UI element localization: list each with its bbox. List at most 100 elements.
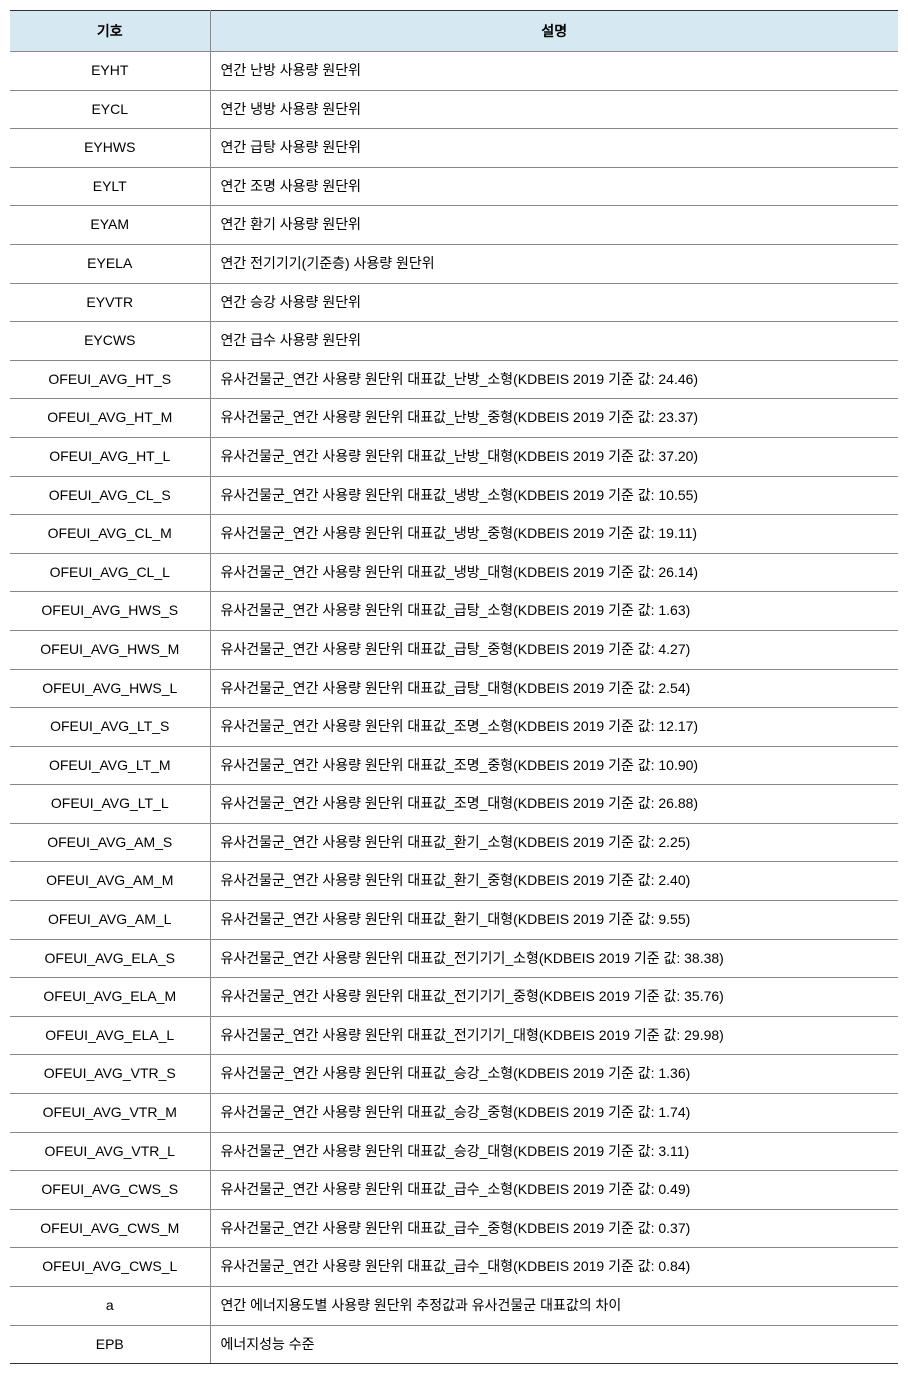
table-row: OFEUI_AVG_HT_L유사건물군_연간 사용량 원단위 대표값_난방_대형…	[10, 437, 898, 476]
cell-description: 연간 급수 사용량 원단위	[210, 322, 898, 361]
header-row: 기호 설명	[10, 11, 898, 52]
cell-symbol: OFEUI_AVG_ELA_M	[10, 978, 210, 1017]
table-row: OFEUI_AVG_CL_M유사건물군_연간 사용량 원단위 대표값_냉방_중형…	[10, 515, 898, 554]
cell-description: 연간 냉방 사용량 원단위	[210, 90, 898, 129]
cell-symbol: OFEUI_AVG_VTR_M	[10, 1094, 210, 1133]
cell-symbol: a	[10, 1287, 210, 1326]
cell-description: 유사건물군_연간 사용량 원단위 대표값_환기_대형(KDBEIS 2019 기…	[210, 901, 898, 940]
table-row: EYAM연간 환기 사용량 원단위	[10, 206, 898, 245]
table-row: OFEUI_AVG_ELA_L유사건물군_연간 사용량 원단위 대표값_전기기기…	[10, 1016, 898, 1055]
header-description: 설명	[210, 11, 898, 52]
table-row: EYHWS연간 급탕 사용량 원단위	[10, 129, 898, 168]
cell-symbol: OFEUI_AVG_CL_S	[10, 476, 210, 515]
table-row: EYVTR연간 승강 사용량 원단위	[10, 283, 898, 322]
cell-description: 연간 조명 사용량 원단위	[210, 167, 898, 206]
cell-description: 유사건물군_연간 사용량 원단위 대표값_조명_소형(KDBEIS 2019 기…	[210, 708, 898, 747]
table-row: OFEUI_AVG_ELA_M유사건물군_연간 사용량 원단위 대표값_전기기기…	[10, 978, 898, 1017]
table-row: OFEUI_AVG_CL_L유사건물군_연간 사용량 원단위 대표값_냉방_대형…	[10, 553, 898, 592]
cell-symbol: OFEUI_AVG_ELA_L	[10, 1016, 210, 1055]
cell-symbol: OFEUI_AVG_VTR_L	[10, 1132, 210, 1171]
table-row: OFEUI_AVG_LT_L유사건물군_연간 사용량 원단위 대표값_조명_대형…	[10, 785, 898, 824]
cell-description: 유사건물군_연간 사용량 원단위 대표값_급탕_중형(KDBEIS 2019 기…	[210, 630, 898, 669]
cell-symbol: OFEUI_AVG_HWS_S	[10, 592, 210, 631]
cell-description: 유사건물군_연간 사용량 원단위 대표값_조명_중형(KDBEIS 2019 기…	[210, 746, 898, 785]
cell-description: 유사건물군_연간 사용량 원단위 대표값_급탕_소형(KDBEIS 2019 기…	[210, 592, 898, 631]
cell-description: 유사건물군_연간 사용량 원단위 대표값_난방_대형(KDBEIS 2019 기…	[210, 437, 898, 476]
cell-description: 유사건물군_연간 사용량 원단위 대표값_전기기기_소형(KDBEIS 2019…	[210, 939, 898, 978]
table-row: EYCWS연간 급수 사용량 원단위	[10, 322, 898, 361]
table-row: a연간 에너지용도별 사용량 원단위 추정값과 유사건물군 대표값의 차이	[10, 1287, 898, 1326]
cell-symbol: OFEUI_AVG_AM_L	[10, 901, 210, 940]
cell-description: 연간 승강 사용량 원단위	[210, 283, 898, 322]
cell-description: 유사건물군_연간 사용량 원단위 대표값_승강_중형(KDBEIS 2019 기…	[210, 1094, 898, 1133]
table-row: OFEUI_AVG_CWS_M유사건물군_연간 사용량 원단위 대표값_급수_중…	[10, 1209, 898, 1248]
table-row: OFEUI_AVG_ELA_S유사건물군_연간 사용량 원단위 대표값_전기기기…	[10, 939, 898, 978]
cell-description: 연간 에너지용도별 사용량 원단위 추정값과 유사건물군 대표값의 차이	[210, 1287, 898, 1326]
cell-symbol: EYAM	[10, 206, 210, 245]
cell-symbol: EYHWS	[10, 129, 210, 168]
cell-description: 연간 전기기기(기준층) 사용량 원단위	[210, 244, 898, 283]
table-row: OFEUI_AVG_HT_M유사건물군_연간 사용량 원단위 대표값_난방_중형…	[10, 399, 898, 438]
cell-symbol: EYVTR	[10, 283, 210, 322]
cell-symbol: OFEUI_AVG_CL_L	[10, 553, 210, 592]
table-row: OFEUI_AVG_HWS_L유사건물군_연간 사용량 원단위 대표값_급탕_대…	[10, 669, 898, 708]
table-row: EYLT연간 조명 사용량 원단위	[10, 167, 898, 206]
table-row: EYCL연간 냉방 사용량 원단위	[10, 90, 898, 129]
table-row: OFEUI_AVG_LT_M유사건물군_연간 사용량 원단위 대표값_조명_중형…	[10, 746, 898, 785]
cell-symbol: EYHT	[10, 52, 210, 91]
cell-symbol: EYELA	[10, 244, 210, 283]
cell-symbol: OFEUI_AVG_CWS_L	[10, 1248, 210, 1287]
cell-description: 유사건물군_연간 사용량 원단위 대표값_급수_중형(KDBEIS 2019 기…	[210, 1209, 898, 1248]
symbol-definition-table: 기호 설명 EYHT연간 난방 사용량 원단위EYCL연간 냉방 사용량 원단위…	[10, 10, 898, 1364]
cell-description: 연간 난방 사용량 원단위	[210, 52, 898, 91]
table-row: OFEUI_AVG_AM_S유사건물군_연간 사용량 원단위 대표값_환기_소형…	[10, 823, 898, 862]
cell-symbol: OFEUI_AVG_AM_S	[10, 823, 210, 862]
cell-description: 유사건물군_연간 사용량 원단위 대표값_승강_소형(KDBEIS 2019 기…	[210, 1055, 898, 1094]
cell-symbol: EYLT	[10, 167, 210, 206]
table-row: OFEUI_AVG_VTR_S유사건물군_연간 사용량 원단위 대표값_승강_소…	[10, 1055, 898, 1094]
cell-symbol: OFEUI_AVG_LT_L	[10, 785, 210, 824]
table-row: OFEUI_AVG_HWS_S유사건물군_연간 사용량 원단위 대표값_급탕_소…	[10, 592, 898, 631]
table-header: 기호 설명	[10, 11, 898, 52]
cell-description: 유사건물군_연간 사용량 원단위 대표값_난방_소형(KDBEIS 2019 기…	[210, 360, 898, 399]
cell-symbol: OFEUI_AVG_HT_S	[10, 360, 210, 399]
cell-symbol: OFEUI_AVG_LT_S	[10, 708, 210, 747]
cell-symbol: OFEUI_AVG_HWS_M	[10, 630, 210, 669]
cell-description: 유사건물군_연간 사용량 원단위 대표값_급수_대형(KDBEIS 2019 기…	[210, 1248, 898, 1287]
table-row: OFEUI_AVG_HT_S유사건물군_연간 사용량 원단위 대표값_난방_소형…	[10, 360, 898, 399]
cell-description: 에너지성능 수준	[210, 1325, 898, 1364]
cell-symbol: EYCL	[10, 90, 210, 129]
cell-description: 유사건물군_연간 사용량 원단위 대표값_난방_중형(KDBEIS 2019 기…	[210, 399, 898, 438]
cell-description: 유사건물군_연간 사용량 원단위 대표값_환기_중형(KDBEIS 2019 기…	[210, 862, 898, 901]
cell-symbol: OFEUI_AVG_CWS_M	[10, 1209, 210, 1248]
cell-description: 유사건물군_연간 사용량 원단위 대표값_승강_대형(KDBEIS 2019 기…	[210, 1132, 898, 1171]
table-row: OFEUI_AVG_LT_S유사건물군_연간 사용량 원단위 대표값_조명_소형…	[10, 708, 898, 747]
cell-description: 유사건물군_연간 사용량 원단위 대표값_환기_소형(KDBEIS 2019 기…	[210, 823, 898, 862]
cell-symbol: OFEUI_AVG_HT_L	[10, 437, 210, 476]
cell-symbol: OFEUI_AVG_ELA_S	[10, 939, 210, 978]
cell-description: 유사건물군_연간 사용량 원단위 대표값_냉방_중형(KDBEIS 2019 기…	[210, 515, 898, 554]
cell-description: 유사건물군_연간 사용량 원단위 대표값_급탕_대형(KDBEIS 2019 기…	[210, 669, 898, 708]
cell-description: 유사건물군_연간 사용량 원단위 대표값_급수_소형(KDBEIS 2019 기…	[210, 1171, 898, 1210]
cell-symbol: OFEUI_AVG_CWS_S	[10, 1171, 210, 1210]
table-row: OFEUI_AVG_CL_S유사건물군_연간 사용량 원단위 대표값_냉방_소형…	[10, 476, 898, 515]
cell-symbol: OFEUI_AVG_VTR_S	[10, 1055, 210, 1094]
cell-symbol: OFEUI_AVG_HT_M	[10, 399, 210, 438]
table-row: OFEUI_AVG_AM_M유사건물군_연간 사용량 원단위 대표값_환기_중형…	[10, 862, 898, 901]
table-row: OFEUI_AVG_VTR_L유사건물군_연간 사용량 원단위 대표값_승강_대…	[10, 1132, 898, 1171]
cell-description: 유사건물군_연간 사용량 원단위 대표값_냉방_소형(KDBEIS 2019 기…	[210, 476, 898, 515]
cell-description: 유사건물군_연간 사용량 원단위 대표값_전기기기_대형(KDBEIS 2019…	[210, 1016, 898, 1055]
cell-description: 유사건물군_연간 사용량 원단위 대표값_조명_대형(KDBEIS 2019 기…	[210, 785, 898, 824]
table-row: OFEUI_AVG_AM_L유사건물군_연간 사용량 원단위 대표값_환기_대형…	[10, 901, 898, 940]
cell-description: 연간 급탕 사용량 원단위	[210, 129, 898, 168]
table-row: EYHT연간 난방 사용량 원단위	[10, 52, 898, 91]
cell-description: 유사건물군_연간 사용량 원단위 대표값_전기기기_중형(KDBEIS 2019…	[210, 978, 898, 1017]
cell-symbol: EYCWS	[10, 322, 210, 361]
table-row: OFEUI_AVG_VTR_M유사건물군_연간 사용량 원단위 대표값_승강_중…	[10, 1094, 898, 1133]
cell-symbol: OFEUI_AVG_HWS_L	[10, 669, 210, 708]
table-row: EYELA연간 전기기기(기준층) 사용량 원단위	[10, 244, 898, 283]
table-row: OFEUI_AVG_CWS_S유사건물군_연간 사용량 원단위 대표값_급수_소…	[10, 1171, 898, 1210]
header-symbol: 기호	[10, 11, 210, 52]
table-body: EYHT연간 난방 사용량 원단위EYCL연간 냉방 사용량 원단위EYHWS연…	[10, 52, 898, 1364]
cell-description: 연간 환기 사용량 원단위	[210, 206, 898, 245]
